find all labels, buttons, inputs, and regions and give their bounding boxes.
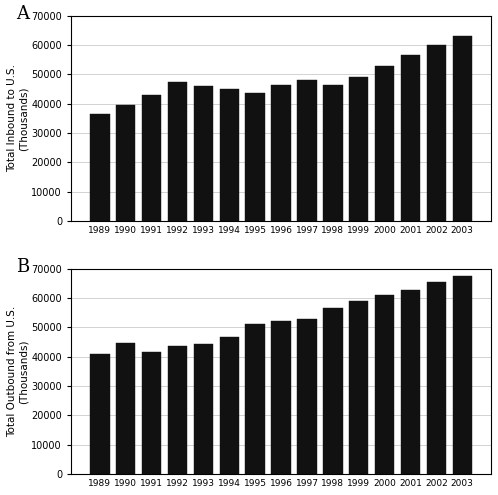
- Bar: [297, 319, 317, 474]
- Bar: [323, 85, 343, 221]
- Bar: [375, 295, 394, 474]
- Bar: [168, 82, 187, 221]
- Bar: [271, 321, 291, 474]
- Bar: [297, 80, 317, 221]
- Bar: [349, 77, 369, 221]
- Bar: [401, 290, 420, 474]
- Bar: [349, 301, 369, 474]
- Bar: [116, 343, 135, 474]
- Bar: [90, 114, 110, 221]
- Bar: [220, 89, 239, 221]
- Bar: [453, 36, 472, 221]
- Bar: [116, 105, 135, 221]
- Text: B: B: [16, 258, 30, 276]
- Bar: [453, 276, 472, 474]
- Bar: [90, 354, 110, 474]
- Bar: [194, 344, 213, 474]
- Bar: [142, 352, 161, 474]
- Bar: [168, 346, 187, 474]
- Bar: [246, 94, 265, 221]
- Text: A: A: [16, 5, 29, 23]
- Y-axis label: Total Outbound from U.S.
(Thousands): Total Outbound from U.S. (Thousands): [7, 306, 28, 437]
- Bar: [142, 95, 161, 221]
- Bar: [375, 66, 394, 221]
- Bar: [427, 282, 446, 474]
- Y-axis label: Total Inbound to U.S.
(Thousands): Total Inbound to U.S. (Thousands): [7, 64, 28, 172]
- Bar: [427, 45, 446, 221]
- Bar: [194, 86, 213, 221]
- Bar: [271, 85, 291, 221]
- Bar: [323, 308, 343, 474]
- Bar: [246, 324, 265, 474]
- Bar: [401, 55, 420, 221]
- Bar: [220, 337, 239, 474]
